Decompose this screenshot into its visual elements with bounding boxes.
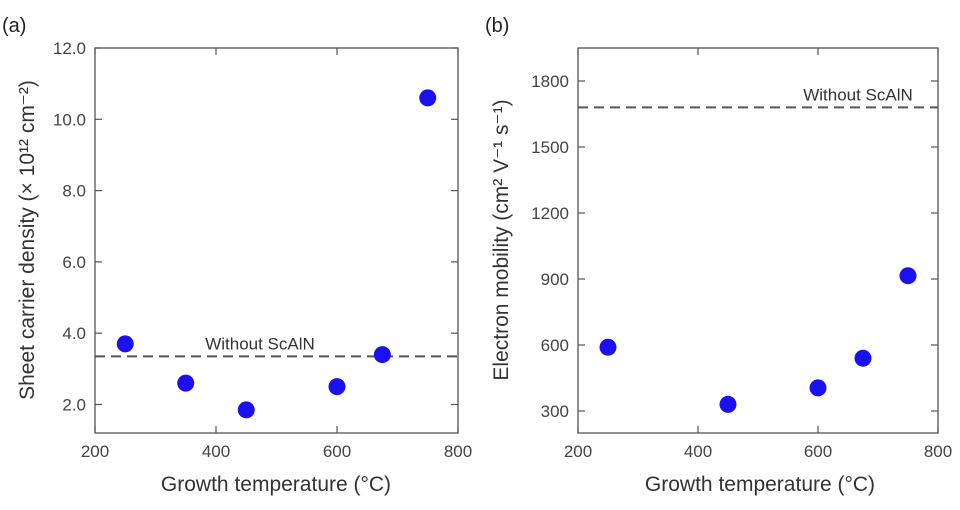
data-point <box>419 89 437 107</box>
data-point <box>373 346 391 364</box>
x-tick-label: 600 <box>323 442 351 461</box>
panel-b-ticks: 200 400 600 800 300 600 900 1200 1500 1800 <box>531 48 952 461</box>
data-point <box>719 395 737 413</box>
panel-b-points <box>599 267 917 413</box>
panel-a-reference-label: Without ScAlN <box>205 334 315 353</box>
panel-b-y-axis-label: Electron mobility (cm² V⁻¹ s⁻¹) <box>490 99 513 380</box>
x-tick-label: 400 <box>684 442 712 461</box>
panel-a-ticks: 200 400 600 800 2.0 4.0 6.0 8.0 10.0 12.0 <box>53 39 472 461</box>
data-point <box>177 374 195 392</box>
panel-a-points <box>116 89 437 419</box>
data-point <box>599 338 617 356</box>
x-tick-label: 600 <box>804 442 832 461</box>
data-point <box>809 379 827 397</box>
panel-b-reference-label: Without ScAlN <box>803 85 913 104</box>
y-tick-label: 4.0 <box>62 324 86 343</box>
y-tick-label: 10.0 <box>53 110 86 129</box>
panel-a-plot-frame <box>94 47 459 434</box>
data-point <box>854 349 872 367</box>
data-point <box>237 401 255 419</box>
panel-b-reference: Without ScAlN <box>578 85 938 109</box>
panel-a-reference: Without ScAlN <box>95 334 458 358</box>
x-tick-label: 400 <box>202 442 230 461</box>
x-tick-label: 200 <box>564 442 592 461</box>
panel-a-y-axis-label: Sheet carrier density (× 10¹² cm⁻²) <box>16 80 39 400</box>
data-point <box>328 378 346 396</box>
x-tick-label: 800 <box>924 442 952 461</box>
y-tick-label: 12.0 <box>53 39 86 58</box>
y-tick-label: 8.0 <box>62 182 86 201</box>
y-tick-label: 1500 <box>531 138 569 157</box>
data-point <box>899 267 917 285</box>
x-tick-label: 800 <box>444 442 472 461</box>
y-tick-label: 1800 <box>531 72 569 91</box>
y-tick-label: 1200 <box>531 204 569 223</box>
y-tick-label: 600 <box>541 336 569 355</box>
panel-a-label: (a) <box>2 15 26 37</box>
y-tick-label: 6.0 <box>62 253 86 272</box>
panel-b-x-axis-label: Growth temperature (°C) <box>645 473 875 496</box>
panel-b-plot-frame <box>577 47 939 434</box>
x-tick-label: 200 <box>81 442 109 461</box>
panel-b-chart: (b) 200 400 600 800 300 600 900 1200 1500 1800 Wi… <box>485 15 952 496</box>
panel-b-label: (b) <box>485 15 509 37</box>
y-tick-label: 2.0 <box>62 395 86 414</box>
panel-a-chart: (a) 200 400 600 800 2.0 4.0 6.0 8.0 10.0 12.0 Wit… <box>2 15 472 496</box>
y-tick-label: 300 <box>541 402 569 421</box>
panel-a-x-axis-label: Growth temperature (°C) <box>161 473 391 496</box>
data-point <box>116 335 134 353</box>
y-tick-label: 900 <box>541 270 569 289</box>
